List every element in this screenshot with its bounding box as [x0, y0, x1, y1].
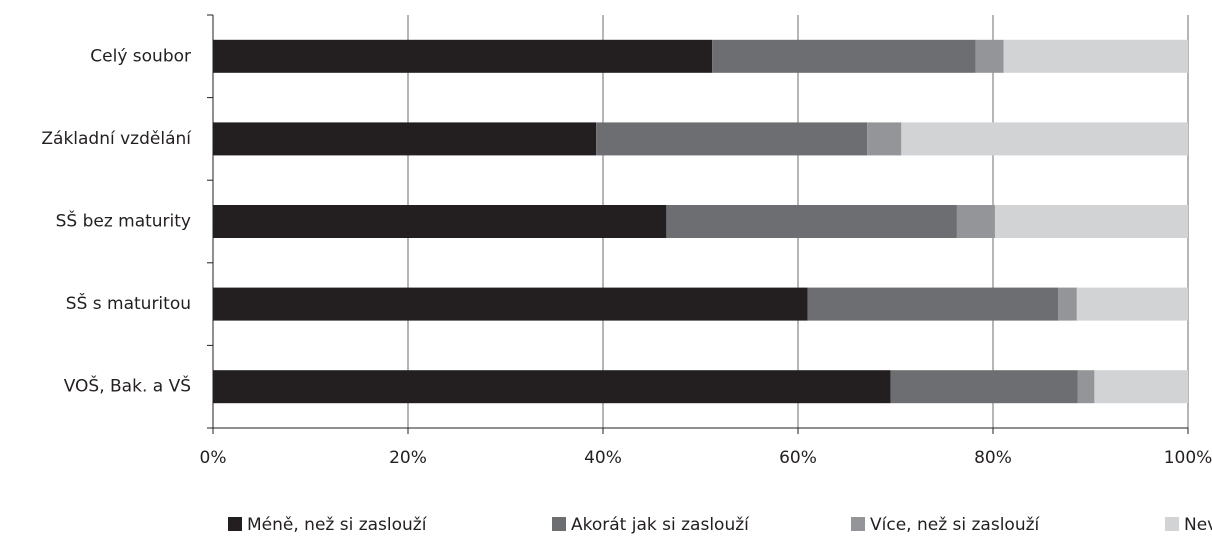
y-tick-label: SŠ s maturitou — [66, 292, 191, 314]
legend-swatch — [1165, 517, 1179, 531]
y-tick-label: Celý soubor — [90, 46, 191, 66]
bar-segment — [712, 39, 976, 73]
y-tick-label: SŠ bez maturity — [56, 210, 191, 232]
bar-segment — [901, 122, 1188, 156]
bar-segment — [213, 370, 891, 404]
bar-segment — [890, 370, 1078, 404]
bar-segment — [213, 205, 667, 238]
x-tick-label: 60% — [779, 448, 817, 468]
y-tick-label: VOŠ, Bak. a VŠ — [64, 375, 191, 397]
legend-label: Více, než si zaslouží — [870, 515, 1041, 535]
bar-segment — [1094, 370, 1188, 404]
bar-segment — [1076, 287, 1188, 321]
x-tick-label: 20% — [389, 448, 427, 468]
bar-segment — [994, 205, 1188, 238]
bar-segment — [596, 122, 868, 156]
bar-segment — [1058, 287, 1077, 321]
y-tick-label: Základní vzdělání — [41, 129, 192, 149]
bar-segment — [1003, 39, 1188, 73]
legend-label: Neví — [1184, 515, 1212, 535]
legend-swatch — [552, 517, 566, 531]
legend-swatch — [851, 517, 865, 531]
x-tick-label: 40% — [584, 448, 622, 468]
bar-segment — [956, 205, 995, 238]
x-tick-label: 80% — [974, 448, 1012, 468]
legend-label: Akorát jak si zaslouží — [571, 515, 750, 535]
bar-segment — [213, 122, 597, 156]
x-tick-label: 100% — [1164, 448, 1212, 468]
bar-segment — [666, 205, 957, 238]
legend-swatch — [228, 517, 242, 531]
bar-segment — [867, 122, 902, 156]
bar-segment — [975, 39, 1004, 73]
bar-segment — [807, 287, 1059, 321]
bar-segment — [1077, 370, 1095, 404]
legend-label: Méně, než si zaslouží — [247, 515, 428, 535]
bar-segment — [213, 287, 808, 321]
x-tick-label: 0% — [200, 448, 227, 468]
bar-segment — [213, 39, 713, 73]
